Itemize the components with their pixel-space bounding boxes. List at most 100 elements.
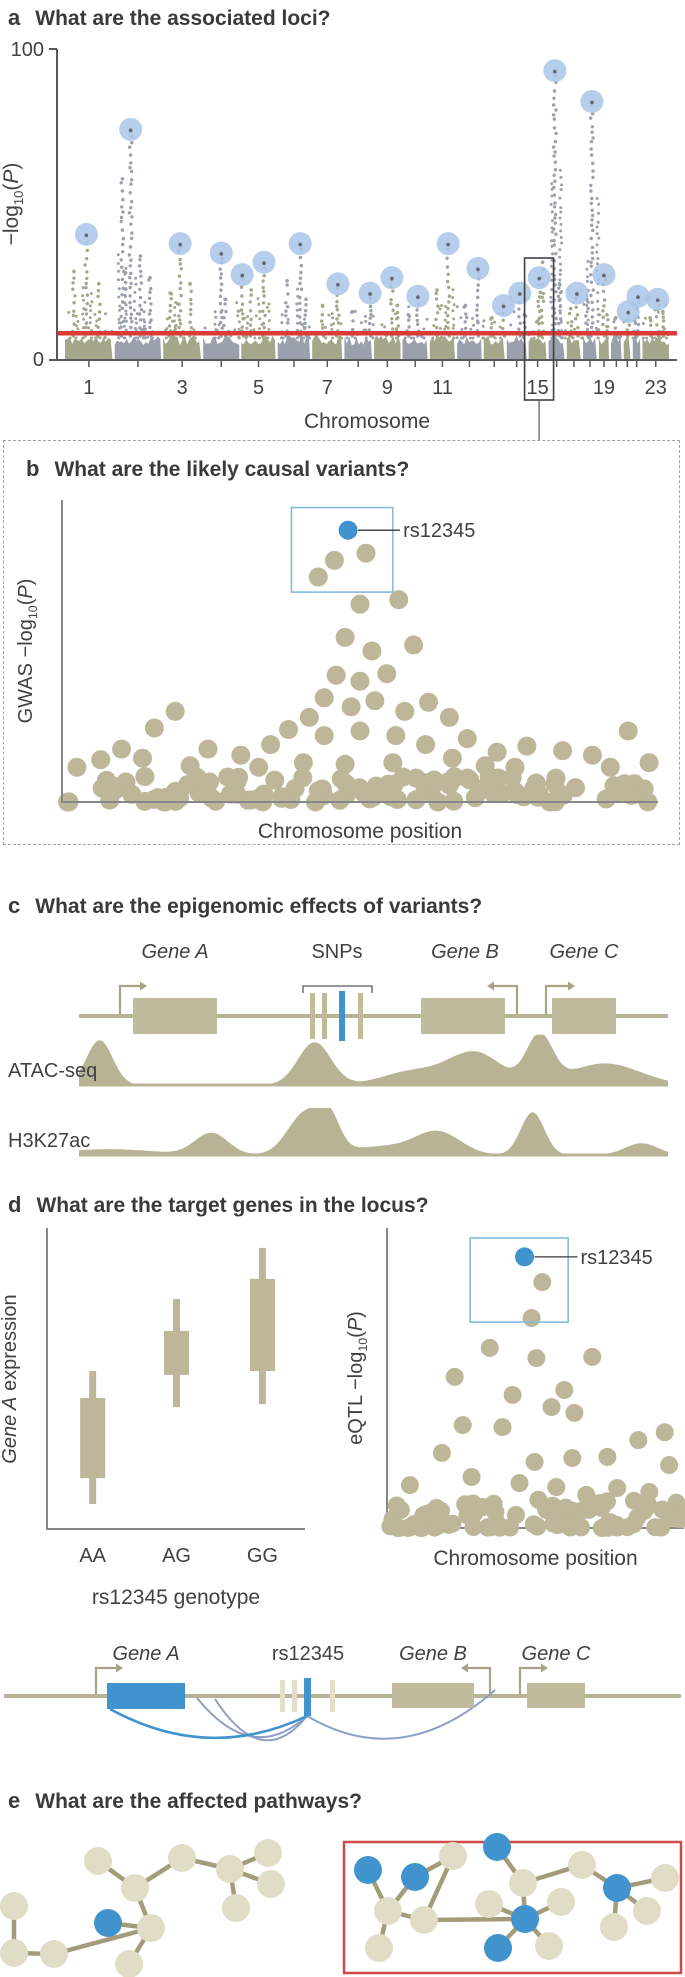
- eqtl-x-title: Chromosome position: [433, 1547, 637, 1570]
- gene-label: Gene C: [550, 941, 619, 963]
- snps-bracket: [302, 985, 373, 993]
- pathway-gene-node: [475, 1890, 503, 1918]
- affected-gene-node: [354, 1856, 382, 1884]
- association-peak: [172, 241, 183, 340]
- association-peak: [280, 278, 290, 340]
- pathway-gene-node: [0, 1892, 28, 1920]
- boxplot-y-title: Gene A expression: [0, 1294, 21, 1463]
- epigenome-diagram: Gene A Gene B Gene C SNPs ATAC-seq H3K27ac: [8, 941, 668, 1157]
- snp-tick: [280, 1680, 285, 1712]
- x-tick-label: 19: [593, 377, 615, 399]
- panel-e-question: What are the affected pathways?: [35, 1790, 362, 1813]
- gene-b-box: [392, 1683, 474, 1708]
- association-peak: [182, 282, 198, 340]
- axes: [49, 48, 677, 361]
- association-peak: [116, 176, 128, 340]
- pathway-gene-node: [222, 1894, 250, 1922]
- x-tick-label: 11: [432, 377, 453, 399]
- snp-tick: [322, 993, 327, 1039]
- pathway-gene-node: [257, 1870, 285, 1898]
- panel-e-label: e: [8, 1788, 21, 1813]
- arc-label: Gene B: [399, 1643, 467, 1665]
- enriched-pathway-box: [342, 1840, 683, 1975]
- pathway-gene-node: [137, 1914, 165, 1942]
- association-peak: [645, 316, 657, 340]
- arrowhead: [541, 1663, 548, 1673]
- pathway-gene-node: [365, 1934, 393, 1962]
- panel-b-question: What are the likely causal variants?: [54, 458, 410, 481]
- box: [249, 1278, 275, 1371]
- target-genes-plots: AA AG GG rs12345 genotype Gene A expression r…: [0, 1228, 685, 1609]
- promoter-arrow: [487, 981, 519, 1014]
- eqtl-y-title: eQTL −log10(P): [345, 1311, 370, 1445]
- pathway-gene-node: [254, 1839, 282, 1867]
- arrowhead: [568, 981, 575, 991]
- h3k27ac_track-label: H3K27ac: [8, 1130, 90, 1152]
- promoter-arrow: [94, 1663, 123, 1694]
- network-edge: [53, 1925, 152, 1957]
- target-gene-arc: [109, 1707, 308, 1740]
- arc-diagram: Gene A rs12345 Gene B Gene C: [4, 1643, 681, 1742]
- lead-snp-label: rs12345: [403, 520, 475, 542]
- gene-c-box: [527, 1683, 585, 1708]
- affected-gene-node: [94, 1909, 122, 1937]
- gene-a-box: [107, 1683, 185, 1709]
- h3k27ac_track-area: [79, 1108, 668, 1155]
- axes: [61, 500, 658, 803]
- manhattan-plot: 1 3 5 7 9 11 15 19 23 100 0 Chromosome −log10(P): [0, 39, 677, 440]
- arrowhead: [116, 1663, 123, 1673]
- pathway-gene-node: [84, 1847, 112, 1875]
- credible-set-box: [290, 506, 394, 593]
- panel-c-title: c What are the epigenomic effects of vari…: [8, 893, 482, 919]
- box: [164, 1330, 190, 1375]
- boxplot-axes: [46, 1228, 305, 1530]
- pathway-gene-node: [535, 1932, 563, 1960]
- association-peak: [81, 232, 94, 340]
- panel-d-question: What are the target genes in the locus?: [36, 1194, 429, 1217]
- genotype-tick-label: GG: [247, 1545, 278, 1567]
- x-tick-label: 15: [526, 377, 548, 399]
- affected-gene-node: [401, 1863, 429, 1891]
- arc-label: rs12345: [272, 1643, 344, 1665]
- eqtl-credible-box: [469, 1237, 569, 1323]
- snp-points: [58, 543, 659, 812]
- pathway-gene-node: [115, 1950, 143, 1977]
- association-peak: [134, 254, 146, 340]
- association-peak: [122, 127, 138, 340]
- panel-b-border: [3, 440, 680, 845]
- arc-label: Gene C: [522, 1643, 591, 1665]
- association-peak: [585, 99, 601, 340]
- y-tick-label: 0: [33, 349, 44, 371]
- affected-gene-node: [603, 1874, 631, 1902]
- pathway-gene-node: [547, 1888, 575, 1916]
- promoter-arrow: [461, 1663, 492, 1694]
- x-tick-label: 9: [382, 377, 393, 399]
- arrowhead: [140, 981, 147, 991]
- gene-box: [552, 998, 616, 1034]
- pathway-gene-node: [121, 1874, 149, 1902]
- locus-zoom-plot: rs12345 Chromosome position GWAS −log10(P): [15, 500, 659, 843]
- snp-tick: [292, 1680, 297, 1712]
- highlighted-loci: [74, 59, 670, 324]
- panel-a-label: a: [8, 5, 21, 30]
- pathway-gene-node: [40, 1940, 68, 1968]
- snp-tick: [358, 993, 363, 1039]
- y-tick-label: 100: [11, 39, 44, 61]
- association-peak: [549, 68, 564, 340]
- pathway-network-left: [0, 1839, 285, 1977]
- boxplot-x-title: rs12345 genotype: [92, 1586, 260, 1609]
- eqtl-axes: [386, 1228, 684, 1529]
- pathway-gene-node: [633, 1897, 661, 1925]
- snp-tick: [330, 1680, 335, 1712]
- association-peak: [244, 288, 257, 340]
- genotype-tick-label: AG: [162, 1545, 191, 1567]
- panel-e-title: e What are the affected pathways?: [8, 1788, 362, 1814]
- pathway-gene-node: [600, 1913, 628, 1941]
- lead-snp-tick: [304, 1678, 311, 1716]
- association-peak: [661, 309, 668, 340]
- pathway-network-right: [354, 1833, 679, 1962]
- panel-d-label: d: [8, 1192, 22, 1217]
- affected-gene-node: [511, 1905, 539, 1933]
- lead-snp-dot: [338, 520, 358, 540]
